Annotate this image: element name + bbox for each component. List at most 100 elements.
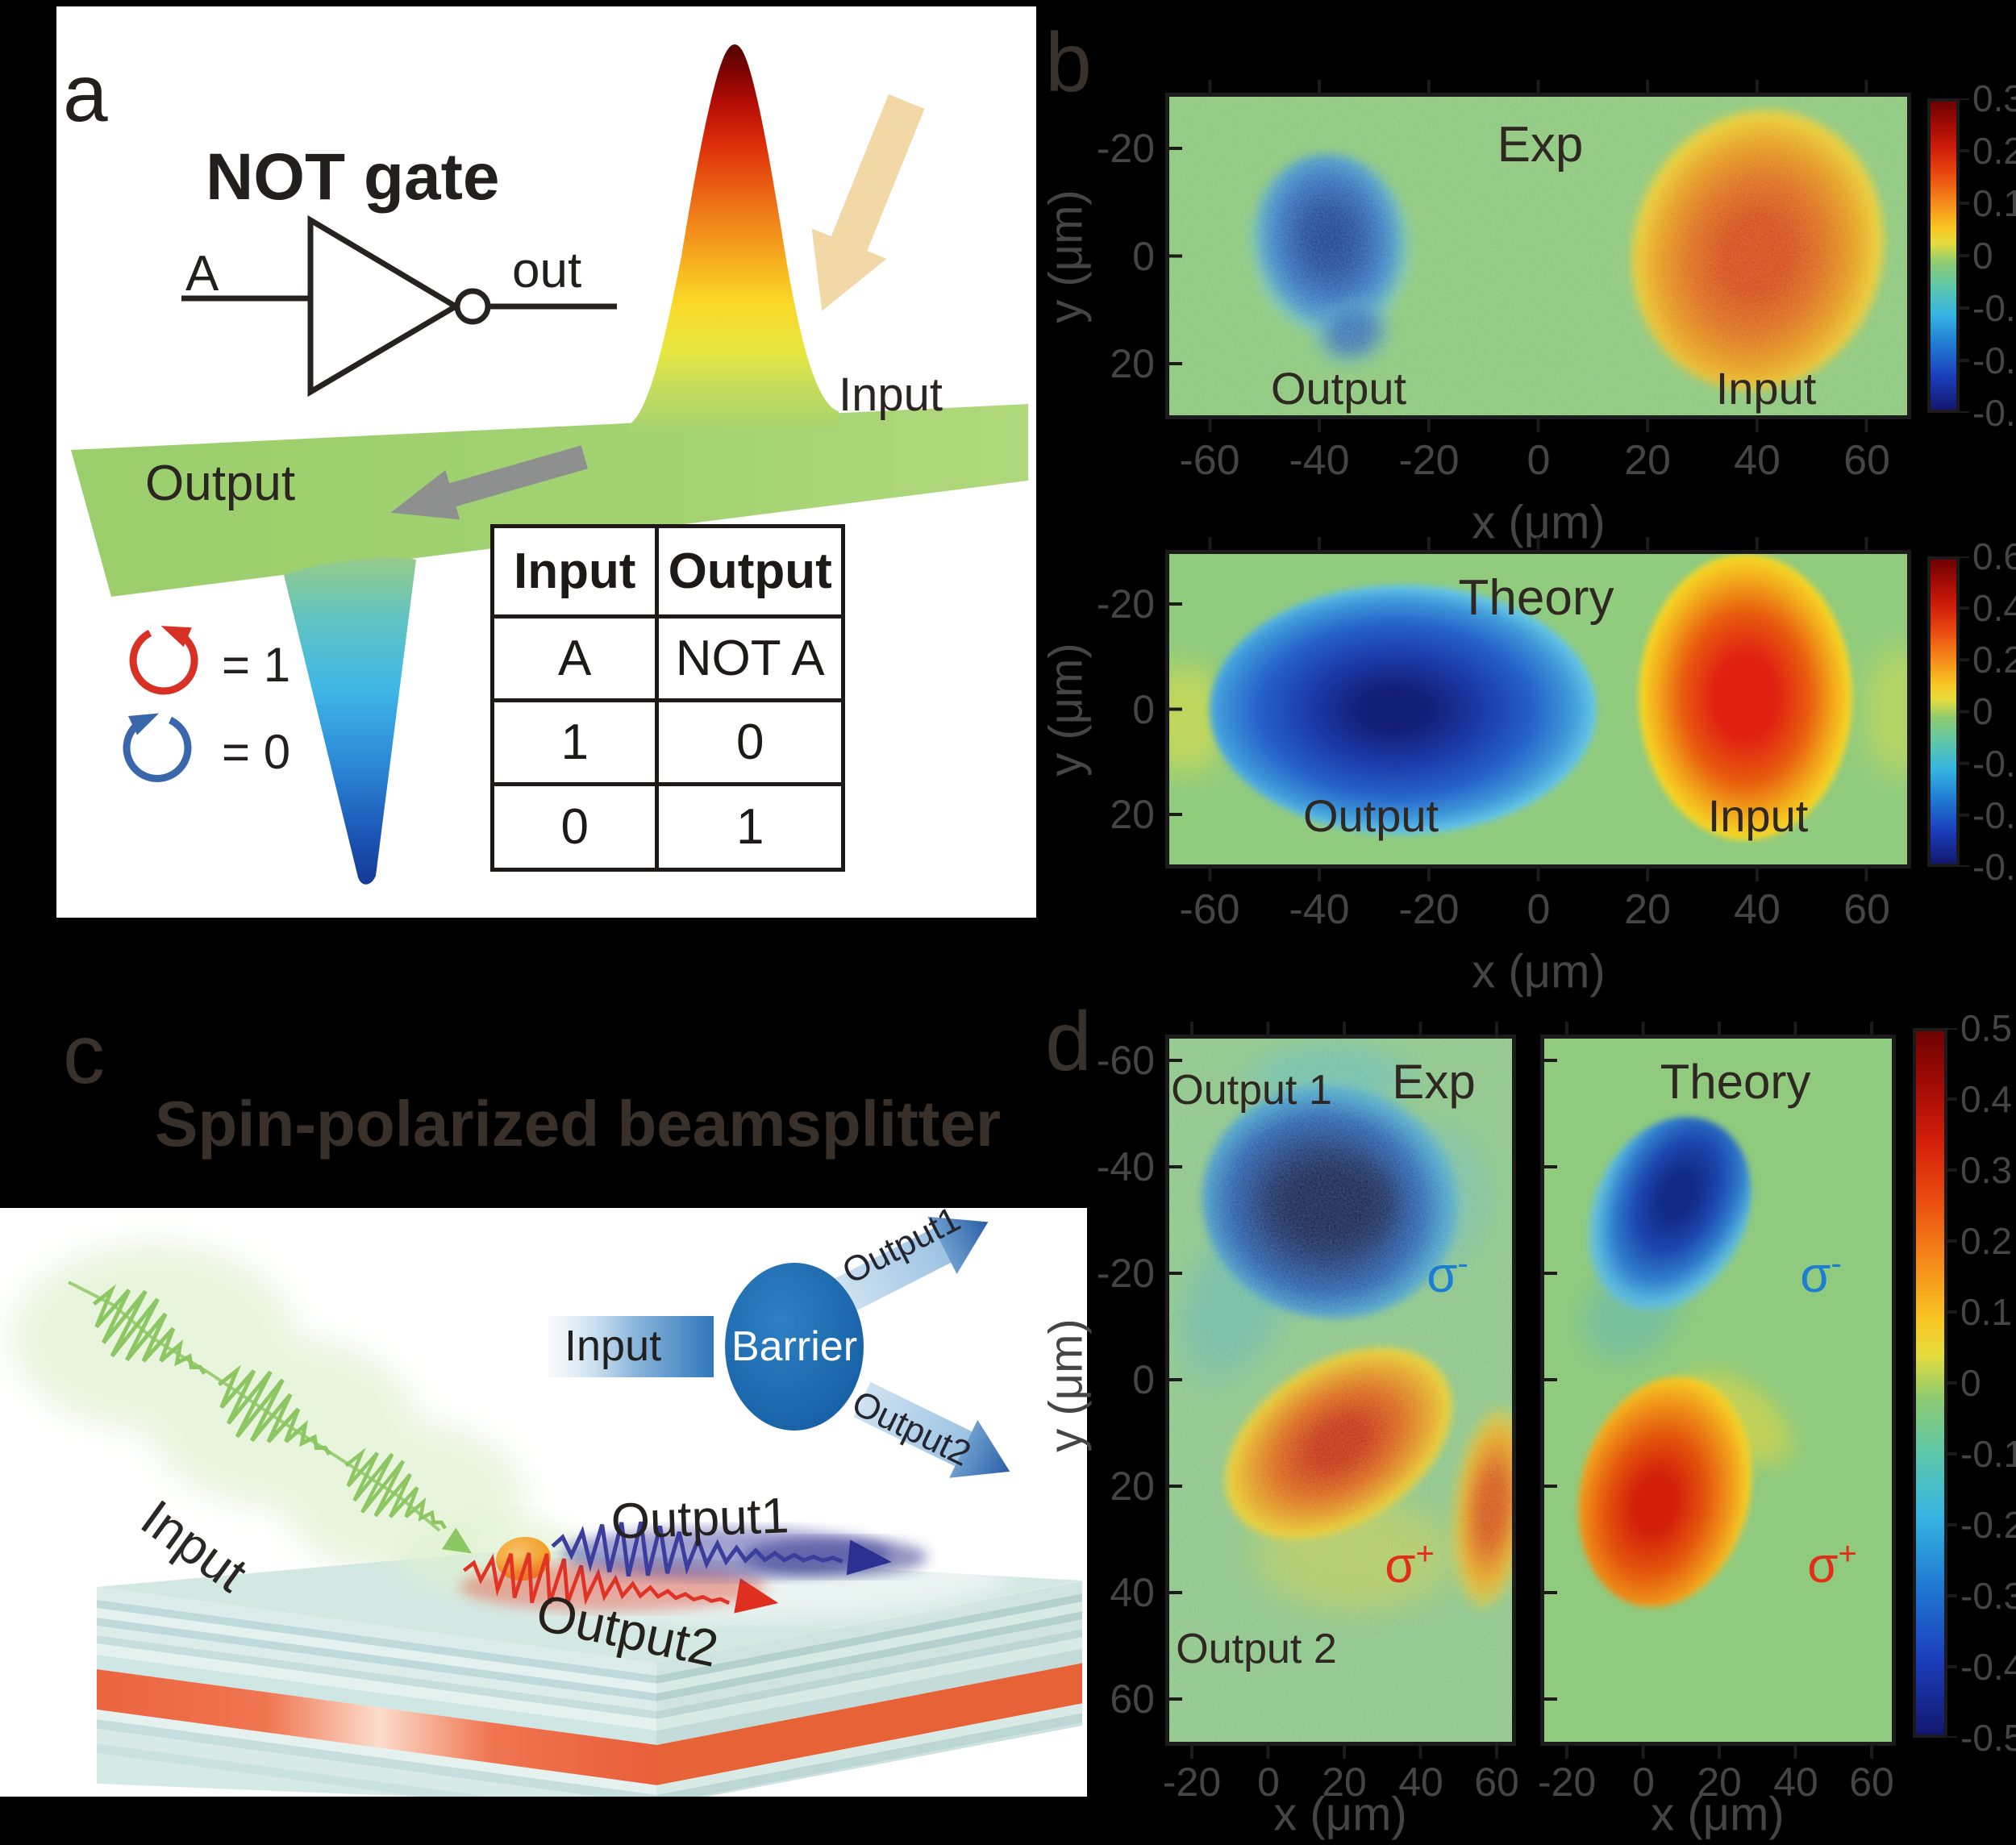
truth-table-cell: 0 [655, 698, 845, 786]
b-theory-right-wisp [1855, 631, 1907, 792]
d-theory-x-ticks-top [1540, 1022, 1896, 1035]
slab-front-face [97, 1587, 656, 1797]
x-tick: -40 [1289, 886, 1350, 933]
gate-inversion-bubble [454, 288, 491, 325]
cb-tick: 0.1 [1972, 182, 2016, 224]
d-exp-sigma-minus-label: σ- [1427, 1247, 1468, 1301]
cb-tick: -0.2 [1960, 1504, 2016, 1546]
cb-tick: 0 [1972, 690, 1993, 733]
b-exp-colorbar-ticks [1960, 98, 1969, 413]
d-exp-x-ticks-bottom [1165, 1746, 1516, 1759]
truth-table-cell: 0 [489, 782, 660, 872]
y-tick: 20 [1110, 792, 1155, 837]
b-exp-colorbar-labels: 0.3 0.2 0.1 0 -0.1 -0.2 -0.3 [1972, 79, 2016, 432]
x-tick: -20 [1398, 437, 1460, 484]
x-tick: 60 [1843, 437, 1890, 484]
panel-c-illustration [0, 1208, 1087, 1797]
truth-table-header-output: Output [655, 524, 845, 618]
output1-arrowhead [846, 1539, 892, 1576]
cb-tick: -0.2 [1972, 742, 2016, 785]
gate-input-label: A [185, 246, 219, 302]
x-tick: 20 [1624, 886, 1671, 933]
sigma-sup: - [1831, 1246, 1842, 1282]
x-tick: 0 [1632, 1760, 1655, 1805]
b-exp-colorbar [1927, 98, 1960, 413]
y-tick: -20 [1096, 581, 1155, 627]
input-peak [629, 44, 839, 435]
input-beam-arrowhead [441, 1527, 473, 1554]
sigma-sup: + [1415, 1536, 1435, 1572]
d-y-tick-labels: -60 -40 -20 0 20 40 60 [1089, 1039, 1155, 1720]
b-theory-title: Theory [1458, 570, 1614, 626]
b-exp-y-ticks [1169, 97, 1182, 415]
y-tick: 60 [1110, 1676, 1155, 1722]
truth-table: Input Output A NOT A 1 0 0 1 [489, 524, 845, 872]
inset-input-label: Input [564, 1322, 662, 1370]
inset-output2-arrow [853, 1381, 1010, 1478]
b-theory-xlabel: x (μm) [1472, 945, 1606, 998]
x-tick: 20 [1697, 1760, 1742, 1805]
cb-tick: -0.5 [1960, 1717, 2016, 1759]
d-theory-heatmap [1540, 1035, 1896, 1746]
cb-tick: -0.3 [1972, 392, 2016, 434]
b-theory-x-ticks-bottom [1165, 868, 1911, 881]
spin-down-icon [123, 713, 192, 782]
cb-tick: 0.2 [1960, 1220, 2012, 1262]
d-exp-y-ticks [1169, 1039, 1182, 1742]
d-colorbar-ticks [1947, 1028, 1957, 1738]
b-theory-output-label: Output [1302, 790, 1439, 841]
inset-barrier-circle [725, 1263, 864, 1431]
sigma-glyph: σ [1800, 1247, 1831, 1303]
surface-input-label: Input [839, 369, 943, 421]
sigma-glyph: σ [1385, 1537, 1416, 1593]
cb-tick: 0.6 [1972, 535, 2016, 577]
x-tick: 40 [1734, 886, 1781, 933]
gate-triangle [307, 214, 461, 398]
x-tick: 0 [1257, 1760, 1280, 1805]
y-tick: 0 [1132, 1357, 1155, 1402]
gate-output-label: out [512, 243, 582, 298]
x-tick: -20 [1398, 886, 1460, 933]
panel-c-letter: c [63, 1008, 105, 1102]
d-colorbar-labels: 0.5 0.4 0.3 0.2 0.1 0 -0.1 -0.2 -0.3 -0.… [1960, 1009, 2016, 1757]
d-exp-heatmap [1165, 1035, 1516, 1746]
d-exp-title: Exp [1392, 1055, 1476, 1109]
truth-table-cell: 1 [655, 782, 845, 872]
x-tick: 40 [1734, 437, 1781, 484]
y-tick: -60 [1096, 1038, 1155, 1083]
d-theory-y-ticks [1544, 1039, 1557, 1742]
d-ylabel: y (μm) [1039, 1318, 1093, 1452]
panel-b-letter: b [1045, 16, 1092, 110]
b-exp-x-ticks-bottom [1165, 419, 1911, 432]
cb-tick: -0.1 [1960, 1433, 2016, 1475]
y-tick: -20 [1096, 1251, 1155, 1296]
b-exp-output-label: Output [1270, 363, 1407, 414]
b-exp-heatmap [1165, 93, 1911, 419]
panel-a-letter: a [63, 48, 108, 139]
surface-output-label: Output [145, 456, 296, 511]
panel-a-title: NOT gate [206, 140, 500, 214]
b-theory-y-tick-labels: -20 0 20 [1089, 583, 1155, 835]
beamsplitter-scene [12, 1216, 1082, 1797]
sigma-sup: - [1457, 1246, 1468, 1282]
x-tick: 60 [1843, 886, 1890, 933]
x-tick: -20 [1537, 1760, 1597, 1805]
panel-c-title: Spin-polarized beamsplitter [155, 1088, 1002, 1160]
y-tick: 20 [1110, 1464, 1155, 1509]
x-tick: 20 [1322, 1760, 1367, 1805]
x-tick: 0 [1527, 437, 1551, 484]
b-exp-x-ticks-top [1165, 80, 1911, 93]
sigma-glyph: σ [1427, 1247, 1458, 1303]
d-theory-sigma-minus-label: σ- [1800, 1247, 1842, 1301]
not-gate-surface-illustration [71, 44, 1028, 885]
b-theory-colorbar [1927, 556, 1960, 867]
cb-tick: -0.3 [1960, 1575, 2016, 1617]
b-theory-output-spot [1210, 585, 1597, 835]
x-tick: -40 [1289, 437, 1350, 484]
b-theory-input-label: Input [1707, 790, 1809, 841]
x-tick: -60 [1179, 437, 1240, 484]
cb-tick: -0.4 [1972, 793, 2016, 836]
output1-label: Output1 [610, 1488, 790, 1550]
x-tick: -20 [1162, 1760, 1222, 1805]
